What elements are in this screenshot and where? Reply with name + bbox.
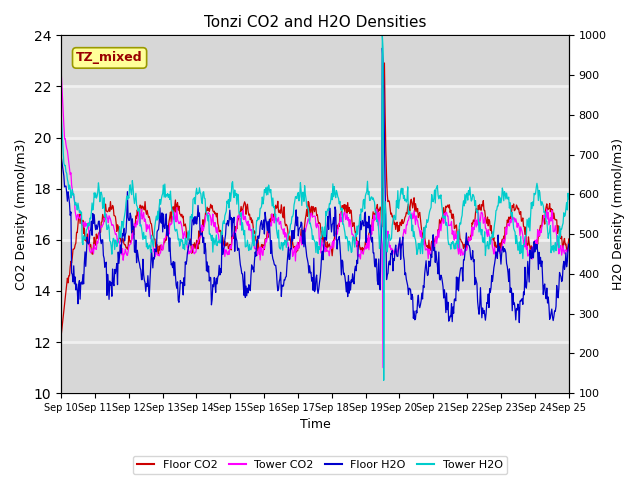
X-axis label: Time: Time — [300, 419, 330, 432]
Text: TZ_mixed: TZ_mixed — [76, 51, 143, 64]
Bar — [61, 342, 569, 393]
Bar — [61, 240, 569, 291]
Y-axis label: H2O Density (mmol/m3): H2O Density (mmol/m3) — [612, 138, 625, 290]
Bar — [61, 36, 569, 86]
Legend: Floor CO2, Tower CO2, Floor H2O, Tower H2O: Floor CO2, Tower CO2, Floor H2O, Tower H… — [133, 456, 507, 474]
Title: Tonzi CO2 and H2O Densities: Tonzi CO2 and H2O Densities — [204, 15, 426, 30]
Y-axis label: CO2 Density (mmol/m3): CO2 Density (mmol/m3) — [15, 139, 28, 290]
Bar — [61, 138, 569, 189]
